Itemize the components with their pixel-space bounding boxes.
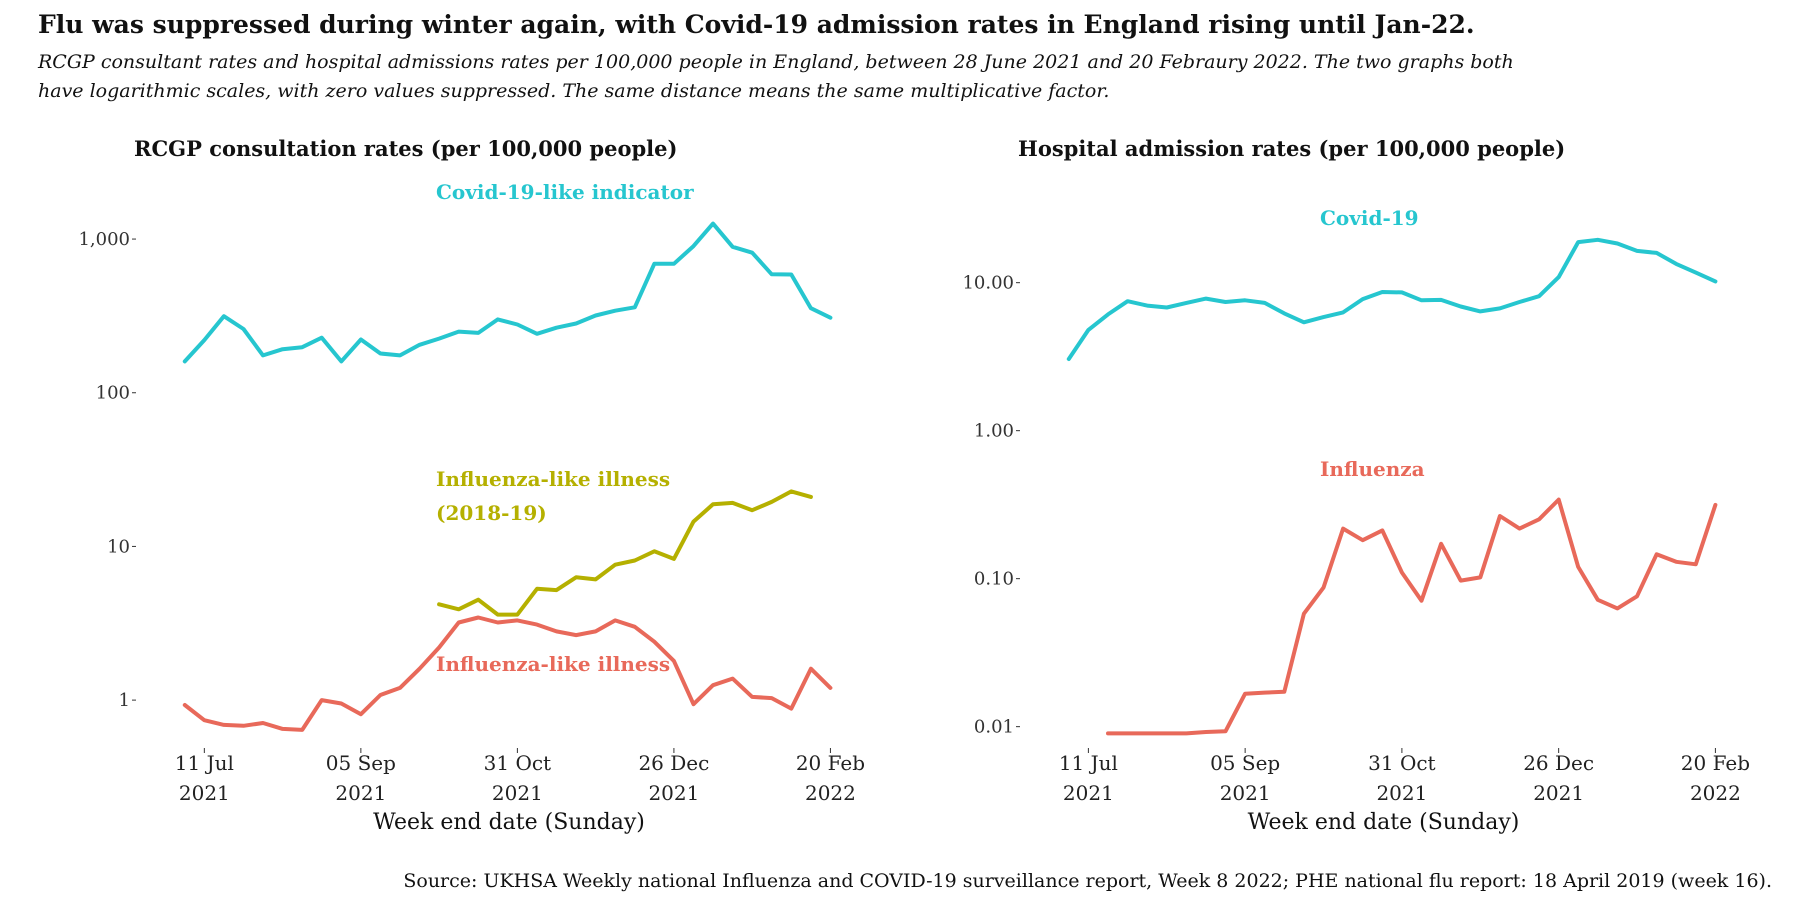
left-x-tick-year: 2021: [492, 781, 543, 805]
right-x-tick-label: 26 Dec: [1523, 751, 1594, 775]
left-y-tick-label: 10: [107, 536, 130, 557]
right-series-covid-line: [1066, 237, 1718, 361]
left-chart: 1 10 100 1,000 11 Jul 2021 05 Sep 2021 31 Oct 202…: [78, 180, 865, 835]
left-x-tick-label: 11 Jul: [175, 751, 234, 775]
page-title: Flu was suppressed during winter again, …: [38, 10, 1475, 39]
page-subtitle: RCGP consultant rates and hospital admis…: [38, 51, 1514, 102]
right-y-tick-label: 1.00: [974, 421, 1014, 442]
left-x-axis-title: Week end date (Sunday): [373, 810, 645, 835]
right-x-tick-year: 2022: [1690, 781, 1741, 805]
left-x-tick-year: 2021: [335, 781, 386, 805]
right-x-tick-label: 05 Sep: [1210, 751, 1280, 775]
left-series-flu_2018-line: [437, 489, 813, 617]
left-x-tick-year: 2021: [179, 781, 230, 805]
left-x-tick-label: 05 Sep: [326, 751, 396, 775]
right-y-tick-label: 0.01: [974, 717, 1014, 738]
left-series-label-flu_2018: (2018-19): [436, 501, 547, 525]
left-series-label-flu_2018: Influenza-like illness: [436, 467, 670, 491]
source-note: Source: UKHSA Weekly national Influenza …: [403, 870, 1772, 892]
left-chart-title: RCGP consultation rates (per 100,000 peo…: [134, 136, 678, 161]
right-y-tick-label: 10.00: [962, 273, 1014, 294]
left-series-covid-line: [182, 221, 833, 364]
right-x-tick-year: 2021: [1376, 781, 1427, 805]
left-x-tick-label: 20 Feb: [796, 751, 865, 775]
left-y-tick-label: 1,000: [78, 229, 130, 250]
right-x-axis-title: Week end date (Sunday): [1248, 810, 1520, 835]
left-x-tick-year: 2021: [648, 781, 699, 805]
right-series-label-influenza: Influenza: [1320, 457, 1425, 481]
left-x-tick-label: 26 Dec: [638, 751, 709, 775]
right-x-tick-year: 2021: [1220, 781, 1271, 805]
right-x-tick-label: 11 Jul: [1059, 751, 1118, 775]
left-series-label-influenza: Influenza-like illness: [436, 652, 670, 676]
left-x-tick-year: 2022: [805, 781, 856, 805]
right-x-tick-year: 2021: [1063, 781, 1114, 805]
right-series-label-covid: Covid-19: [1320, 206, 1419, 230]
left-x-tick-label: 31 Oct: [484, 751, 551, 775]
left-y-tick-label: 100: [96, 383, 130, 404]
right-x-tick-label: 31 Oct: [1368, 751, 1435, 775]
right-x-tick-label: 20 Feb: [1681, 751, 1750, 775]
left-y-tick-label: 1: [119, 690, 130, 711]
right-chart-title: Hospital admission rates (per 100,000 pe…: [1018, 136, 1566, 161]
right-chart: 0.01 0.10 1.00 10.00 11 Jul 2021 05 Sep 2021 31 …: [962, 206, 1750, 835]
left-series-label-covid: Covid-19-like indicator: [436, 180, 694, 204]
right-series-influenza-line: [1106, 497, 1718, 736]
right-x-tick-year: 2021: [1533, 781, 1584, 805]
left-series-influenza-line: [182, 615, 833, 732]
right-y-tick-label: 0.10: [974, 569, 1014, 590]
